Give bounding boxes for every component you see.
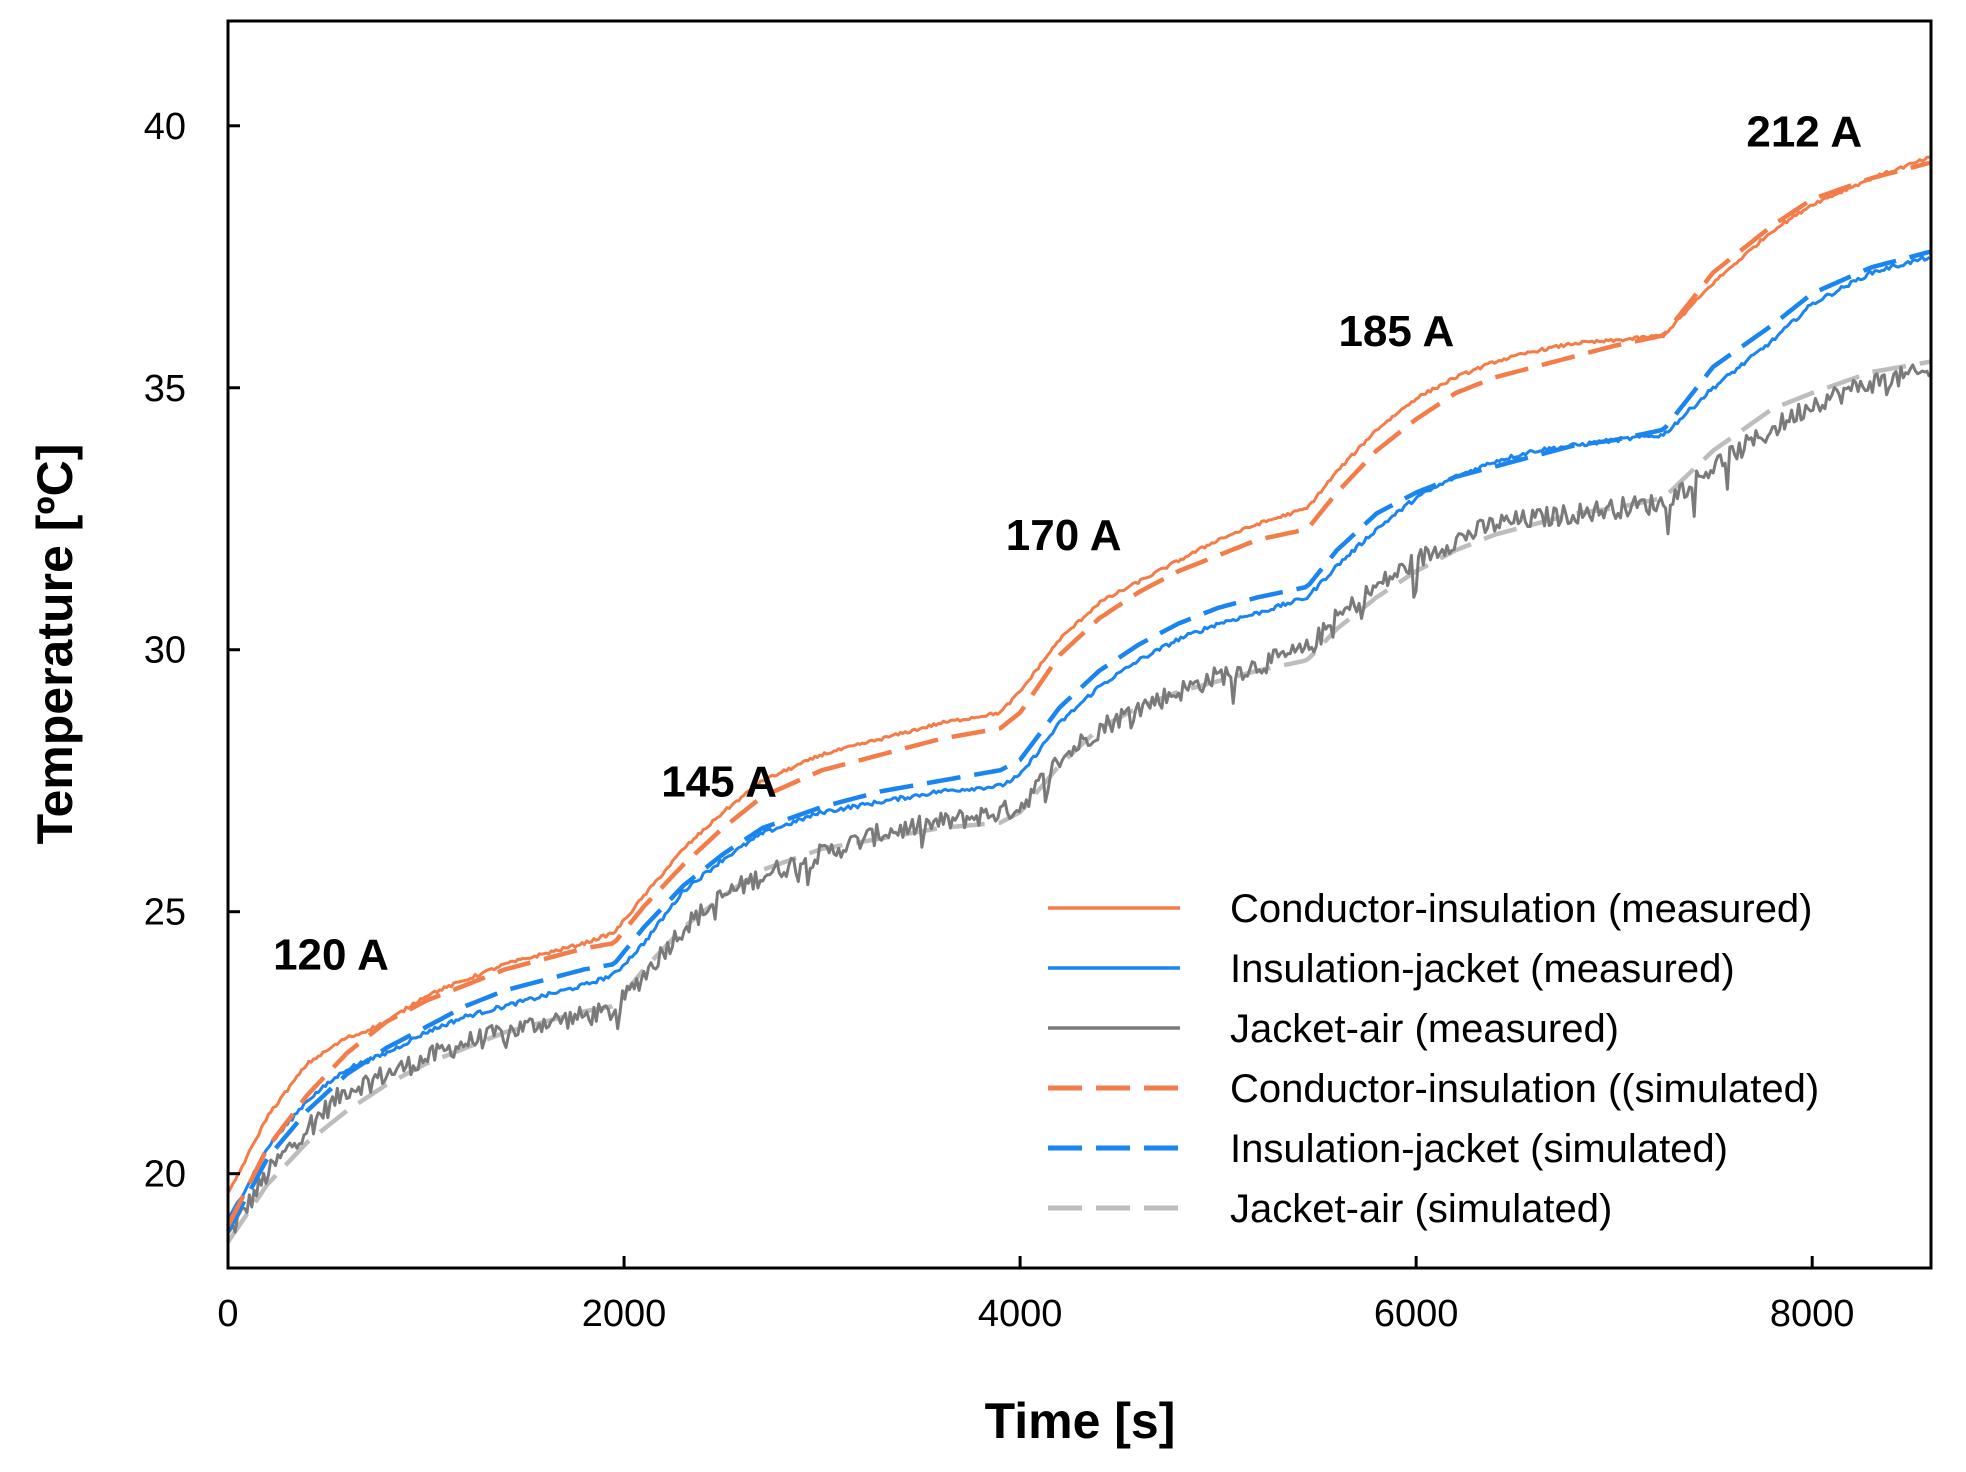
series-line-2 [226,363,1931,1235]
x-tick-label: 6000 [1374,1293,1459,1335]
legend-label-4: Insulation-jacket (simulated) [1230,1127,1728,1171]
x-tick-label: 4000 [978,1293,1063,1335]
annotation-2: 170 A [1006,511,1122,560]
y-tick-label: 25 [144,892,186,934]
annotation-3: 185 A [1338,307,1454,356]
y-tick-label: 35 [144,368,186,410]
annotation-0: 120 A [273,930,389,979]
legend-label-1: Insulation-jacket (measured) [1230,947,1735,991]
series-line-1 [226,255,1931,1222]
axes: 0 2000 4000 6000 8000 20 25 30 35 40 [144,106,1855,1335]
plot-area-frame [226,19,1933,1270]
annotation-1: 145 A [661,757,777,806]
current-annotations: 120 A 145 A 170 A 185 A 212 A [273,108,1862,980]
legend: Conductor-insulation (measured) Insulatio… [1048,887,1819,1231]
y-axis-title: Temperature [ºC] [27,444,83,845]
series-line-0 [226,155,1930,1194]
legend-label-3: Conductor-insulation ((simulated) [1230,1067,1819,1111]
x-tick-label: 2000 [582,1293,667,1335]
annotation-4: 212 A [1746,108,1862,157]
legend-label-2: Jacket-air (measured) [1230,1007,1619,1051]
y-tick-label: 40 [144,106,186,148]
legend-label-0: Conductor-insulation (measured) [1230,887,1813,931]
y-tick-label: 20 [144,1154,186,1196]
legend-label-5: Jacket-air (simulated) [1230,1187,1612,1231]
y-tick-label: 30 [144,630,186,672]
series-layer [225,155,1932,1244]
x-axis-title: Time [s] [985,1393,1176,1449]
x-tick-label: 0 [217,1293,238,1335]
series-line-4 [226,249,1932,1233]
x-tick-label: 8000 [1770,1293,1855,1335]
